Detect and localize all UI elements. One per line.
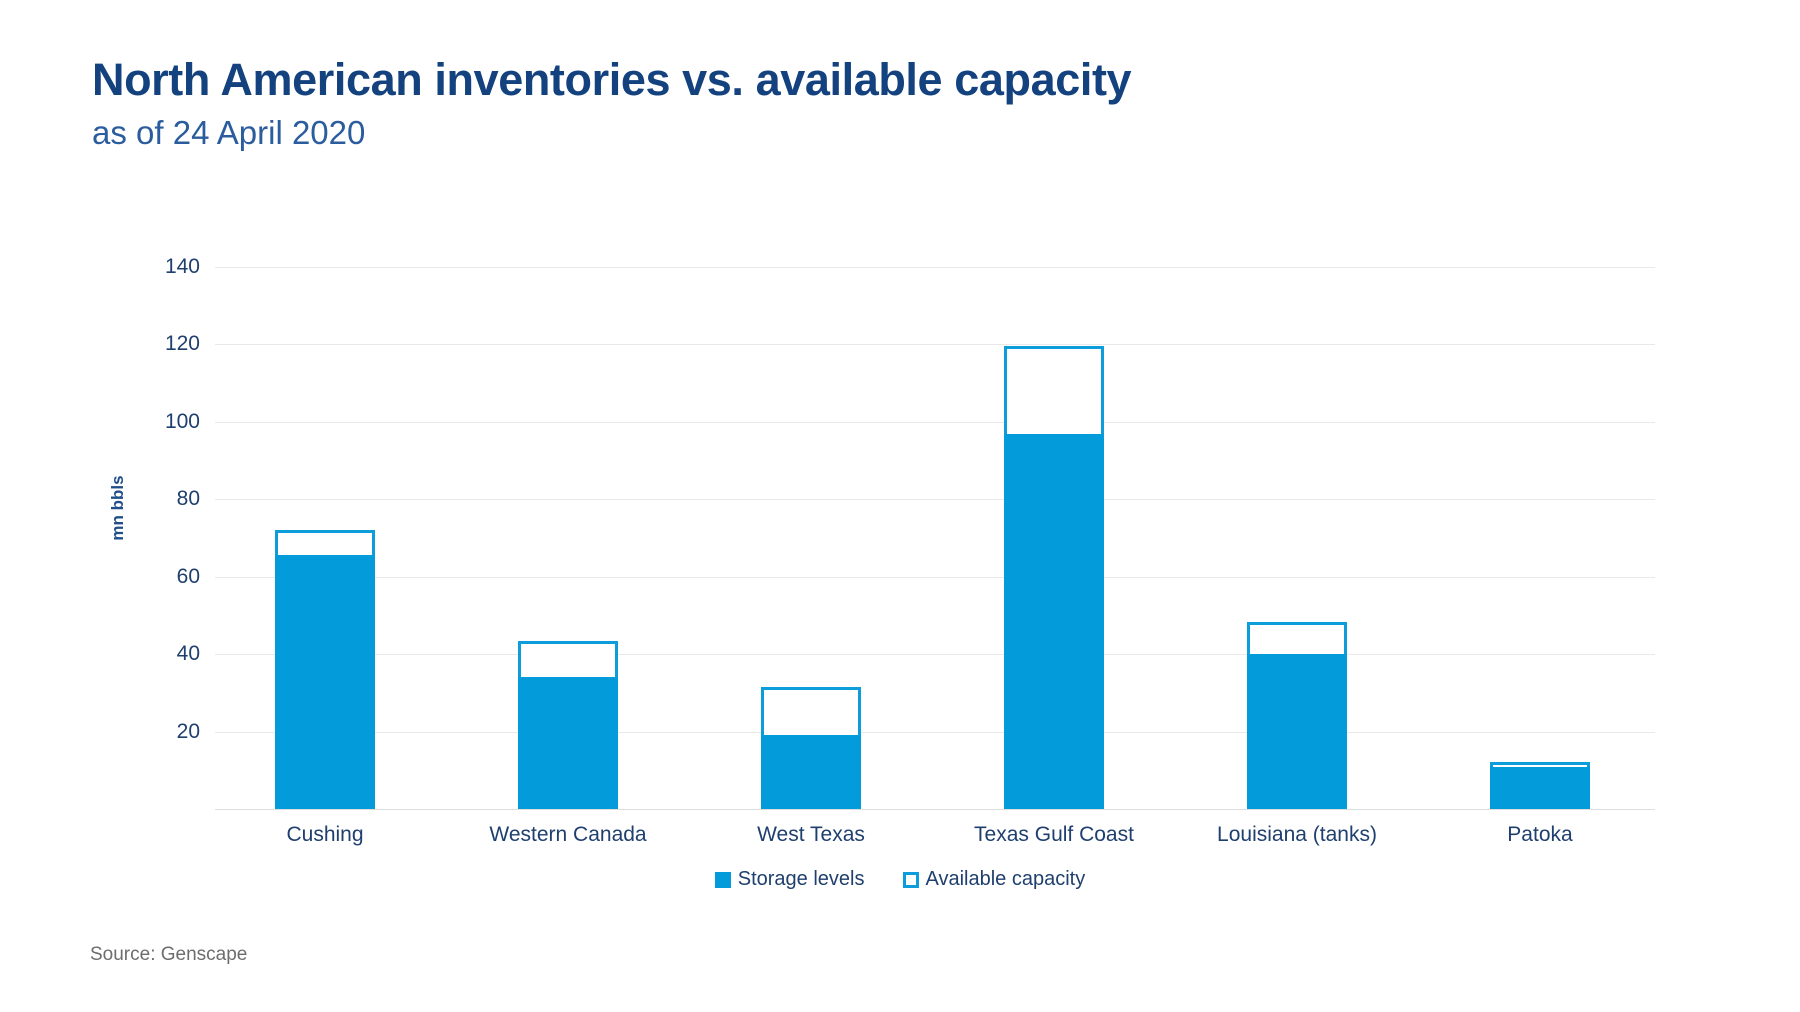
gridline xyxy=(215,344,1655,346)
x-axis-label-west-texas: West Texas xyxy=(757,823,865,846)
y-axis-tick-80: 80 xyxy=(176,487,200,511)
gridline xyxy=(215,267,1655,268)
y-axis-tick-120: 120 xyxy=(164,332,200,356)
y-axis-tick-100: 100 xyxy=(164,409,200,433)
bar-group-west-texas[interactable] xyxy=(761,687,861,809)
gridline xyxy=(215,499,1655,501)
y-axis-tick-20: 20 xyxy=(176,719,200,743)
bar-group-louisiana-tanks[interactable] xyxy=(1247,622,1347,809)
bar-storage-level[interactable] xyxy=(761,735,861,809)
gridlines xyxy=(215,0,1655,1012)
bar-group-western-canada[interactable] xyxy=(518,640,618,809)
legend-item-storage-levels[interactable]: Storage levels xyxy=(714,868,865,891)
page-title: North American inventories vs. available… xyxy=(92,54,1132,105)
gridline xyxy=(215,654,1655,656)
chart-header: North American inventories vs. available… xyxy=(92,54,1132,152)
gridline xyxy=(215,421,1655,423)
legend-label: Storage levels xyxy=(737,868,865,890)
x-axis-label-louisiana-tanks: Louisiana (tanks) xyxy=(1217,823,1377,846)
x-axis-label-western-canada: Western Canada xyxy=(489,823,647,846)
legend-item-available-capacity[interactable]: Available capacity xyxy=(902,868,1086,891)
gridline xyxy=(215,731,1655,733)
x-axis-label-patoka: Patoka xyxy=(1507,823,1573,846)
bar-storage-level[interactable] xyxy=(1004,434,1104,809)
x-axis-label-cushing: Cushing xyxy=(286,823,364,846)
bar-group-cushing[interactable] xyxy=(275,530,375,809)
y-axis-tick-40: 40 xyxy=(176,642,200,666)
filled-square-icon xyxy=(714,871,731,888)
hollow-square-icon xyxy=(902,871,919,888)
page-subtitle: as of 24 April 2020 xyxy=(92,113,366,151)
y-axis-tick-140: 140 xyxy=(164,255,200,278)
gridline xyxy=(215,576,1655,578)
legend-label: Available capacity xyxy=(925,868,1086,890)
chart-legend: Storage levels Available capacity xyxy=(0,868,1800,891)
y-axis-tick-60: 60 xyxy=(176,564,200,588)
bar-group-texas-gulf-coast[interactable] xyxy=(1004,346,1104,809)
y-axis-tick-labels: 20 40 60 80 100 120 140 xyxy=(140,0,200,1012)
x-axis-label-texas-gulf-coast: Texas Gulf Coast xyxy=(974,823,1134,846)
bar-storage-level[interactable] xyxy=(275,555,375,809)
bar-storage-level[interactable] xyxy=(1490,767,1590,809)
bar-storage-level[interactable] xyxy=(1247,654,1347,809)
bar-group-patoka[interactable] xyxy=(1490,762,1590,809)
bar-storage-level[interactable] xyxy=(518,676,618,809)
axis-baseline xyxy=(215,809,1655,810)
source-note: Source: Genscape xyxy=(90,944,248,965)
